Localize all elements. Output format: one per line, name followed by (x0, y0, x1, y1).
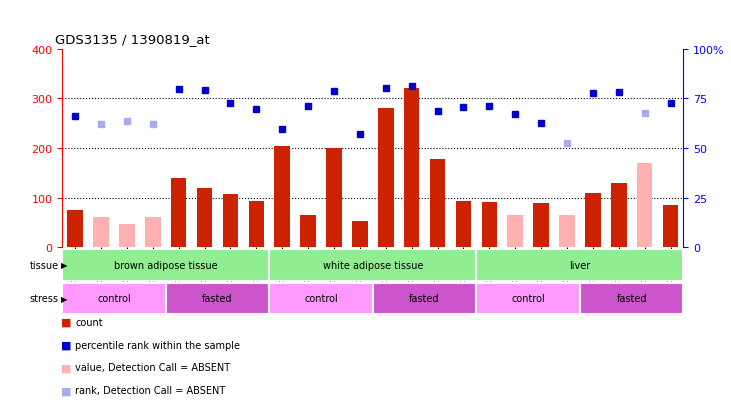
Text: tissue: tissue (29, 260, 58, 271)
Bar (585, 193, 601, 248)
Bar (637, 164, 652, 248)
Text: ■: ■ (61, 385, 71, 395)
Bar (534, 203, 549, 248)
Bar (404, 89, 420, 248)
Text: control: control (511, 293, 545, 304)
Bar (171, 178, 186, 248)
Bar (430, 159, 445, 248)
Text: control: control (304, 293, 338, 304)
Bar (67, 211, 83, 248)
Text: control: control (97, 293, 131, 304)
Text: ▶: ▶ (61, 261, 68, 270)
Bar (269, 250, 477, 281)
Bar (352, 221, 368, 248)
Bar (166, 283, 269, 314)
Bar (477, 250, 683, 281)
Text: percentile rank within the sample: percentile rank within the sample (75, 340, 240, 350)
Bar (559, 216, 575, 248)
Bar (223, 194, 238, 248)
Bar (249, 202, 264, 248)
Bar (62, 283, 166, 314)
Bar (378, 109, 393, 248)
Bar (119, 224, 135, 248)
Text: white adipose tissue: white adipose tissue (322, 260, 423, 271)
Bar (62, 250, 269, 281)
Text: count: count (75, 317, 103, 327)
Text: rank, Detection Call = ABSENT: rank, Detection Call = ABSENT (75, 385, 226, 395)
Text: stress: stress (29, 293, 58, 304)
Bar (326, 149, 342, 248)
Text: fasted: fasted (202, 293, 232, 304)
Bar (94, 217, 109, 248)
Bar (145, 217, 161, 248)
Bar (507, 216, 523, 248)
Bar (580, 283, 683, 314)
Text: ■: ■ (61, 340, 71, 350)
Text: GDS3135 / 1390819_at: GDS3135 / 1390819_at (55, 33, 210, 45)
Bar (482, 202, 497, 248)
Bar (373, 283, 477, 314)
Bar (274, 146, 290, 248)
Bar (269, 283, 373, 314)
Text: ▶: ▶ (61, 294, 68, 303)
Text: liver: liver (569, 260, 591, 271)
Bar (455, 202, 471, 248)
Bar (197, 188, 212, 248)
Bar (611, 183, 626, 248)
Bar (663, 206, 678, 248)
Text: value, Detection Call = ABSENT: value, Detection Call = ABSENT (75, 363, 230, 373)
Text: ■: ■ (61, 363, 71, 373)
Text: ■: ■ (61, 317, 71, 327)
Text: fasted: fasted (616, 293, 647, 304)
Text: brown adipose tissue: brown adipose tissue (114, 260, 218, 271)
Text: fasted: fasted (409, 293, 440, 304)
Bar (477, 283, 580, 314)
Bar (300, 216, 316, 248)
